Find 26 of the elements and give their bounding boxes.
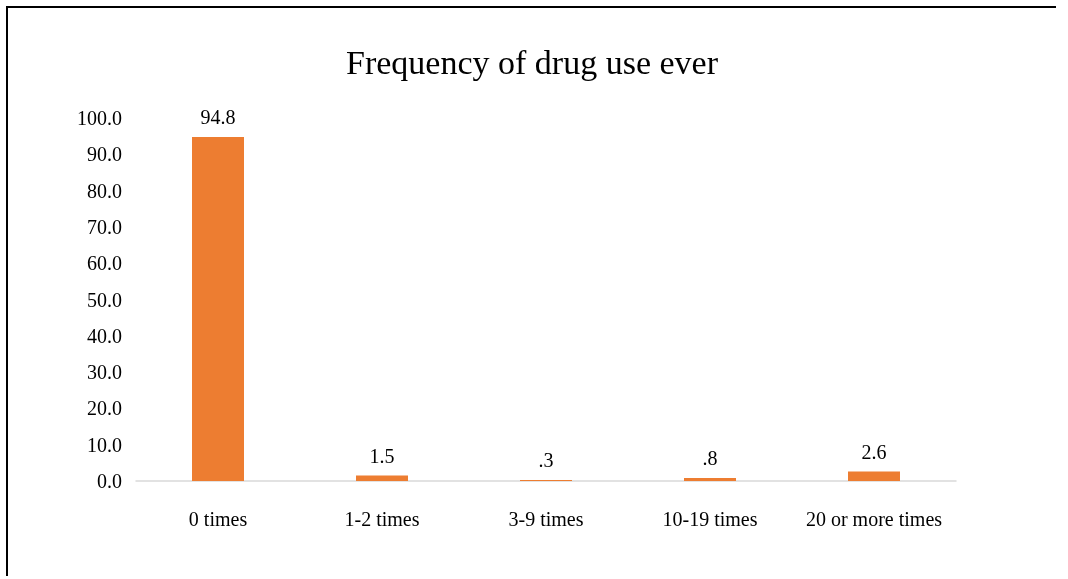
- data-label: 2.6: [861, 440, 887, 463]
- y-tick-label: 90.0: [87, 143, 122, 166]
- x-tick-label: 20 or more times: [805, 508, 943, 530]
- y-tick-label: 50.0: [87, 288, 122, 311]
- data-label: 94.8: [200, 105, 236, 128]
- x-tick-label: 10-19 times: [662, 508, 758, 530]
- x-tick-label: 1-2 times: [344, 508, 420, 530]
- chart-title: Frequency of drug use ever: [346, 43, 719, 81]
- y-tick-label: 40.0: [87, 324, 122, 347]
- data-label: .3: [538, 448, 554, 471]
- y-tick-label: 60.0: [87, 252, 122, 275]
- bar: [192, 136, 244, 481]
- y-tick-label: 20.0: [87, 397, 122, 420]
- y-tick-label: 30.0: [87, 361, 122, 384]
- y-tick-label: 0.0: [97, 470, 122, 492]
- x-tick-label: 3-9 times: [508, 508, 584, 530]
- bar: [356, 475, 408, 481]
- data-label: .8: [702, 447, 718, 470]
- x-tick-label: 0 times: [188, 508, 248, 530]
- data-label: 1.5: [369, 444, 395, 467]
- bar: [684, 478, 736, 481]
- y-tick-label: 70.0: [87, 215, 122, 238]
- y-tick-label: 10.0: [87, 433, 122, 456]
- bar: [848, 471, 900, 481]
- y-tick-label: 80.0: [87, 179, 122, 202]
- y-tick-label: 100.0: [77, 107, 122, 129]
